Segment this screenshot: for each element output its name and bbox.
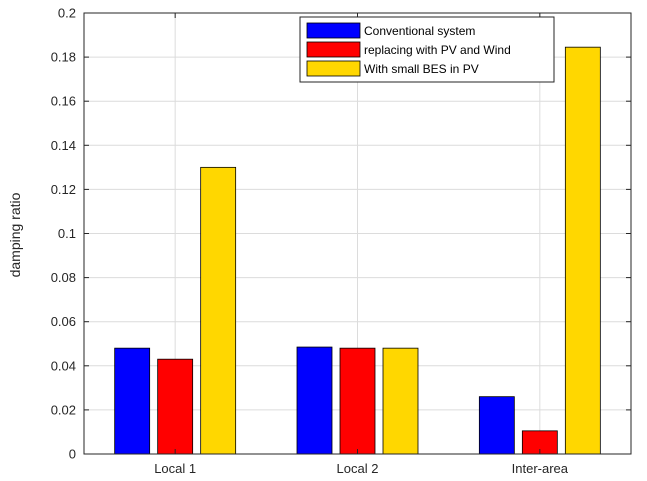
y-tick-label: 0.02 [51, 402, 76, 417]
axes [83, 12, 632, 455]
y-tick-label: 0.12 [51, 182, 76, 197]
legend-swatch [306, 22, 361, 39]
y-tick-label: 0.18 [51, 50, 76, 65]
legend-swatch [306, 60, 361, 77]
y-tick-label: 0.06 [51, 314, 76, 329]
bar-1-3 [478, 396, 515, 455]
x-tick-label: Local 1 [154, 461, 196, 476]
bar-3-3 [564, 46, 601, 455]
x-tick-label: Inter-area [512, 461, 569, 476]
legend-swatch [306, 41, 361, 58]
legend: Conventional system replacing with PV and… [299, 16, 555, 83]
bar-2-1 [157, 358, 194, 455]
legend-label: replacing with PV and Wind [364, 43, 511, 57]
legend-label: With small BES in PV [364, 62, 479, 76]
y-tick-label: 0.2 [58, 6, 76, 21]
x-tick-label: Local 2 [337, 461, 379, 476]
bars [114, 46, 601, 455]
bar-1-1 [114, 347, 151, 455]
bar-3-2 [382, 347, 419, 455]
bar-3-1 [200, 166, 237, 455]
y-tick-label: 0.08 [51, 270, 76, 285]
y-tick-label: 0.04 [51, 358, 76, 373]
y-tick-label: 0 [69, 447, 76, 462]
y-tick-label: 0.16 [51, 94, 76, 109]
y-tick-labels: 0 0.02 0.04 0.06 0.08 0.1 0.12 0.14 0.16 0.18 0.2 [51, 6, 76, 462]
bar-2-2 [339, 347, 376, 455]
y-tick-label: 0.1 [58, 226, 76, 241]
x-tick-labels: Local 1 Local 2 Inter-area [154, 461, 569, 476]
bar-1-2 [296, 346, 333, 455]
y-tick-label: 0.14 [51, 138, 76, 153]
y-axis-label: damping ratio [7, 192, 23, 277]
legend-label: Conventional system [364, 24, 475, 38]
